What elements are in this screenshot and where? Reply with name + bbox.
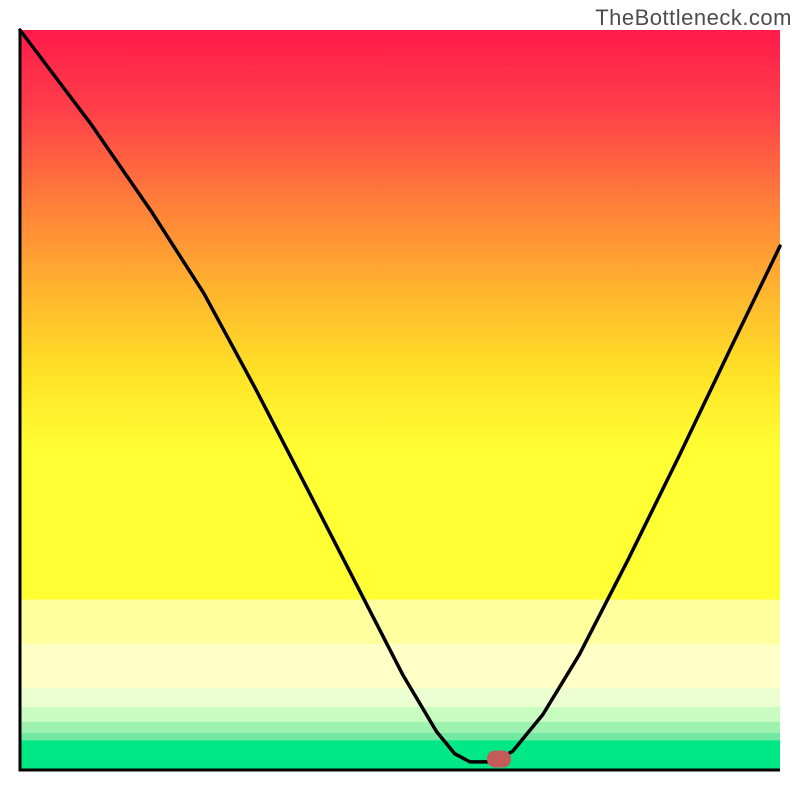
bottleneck-marker	[487, 750, 511, 767]
bottleneck-chart	[0, 0, 800, 800]
